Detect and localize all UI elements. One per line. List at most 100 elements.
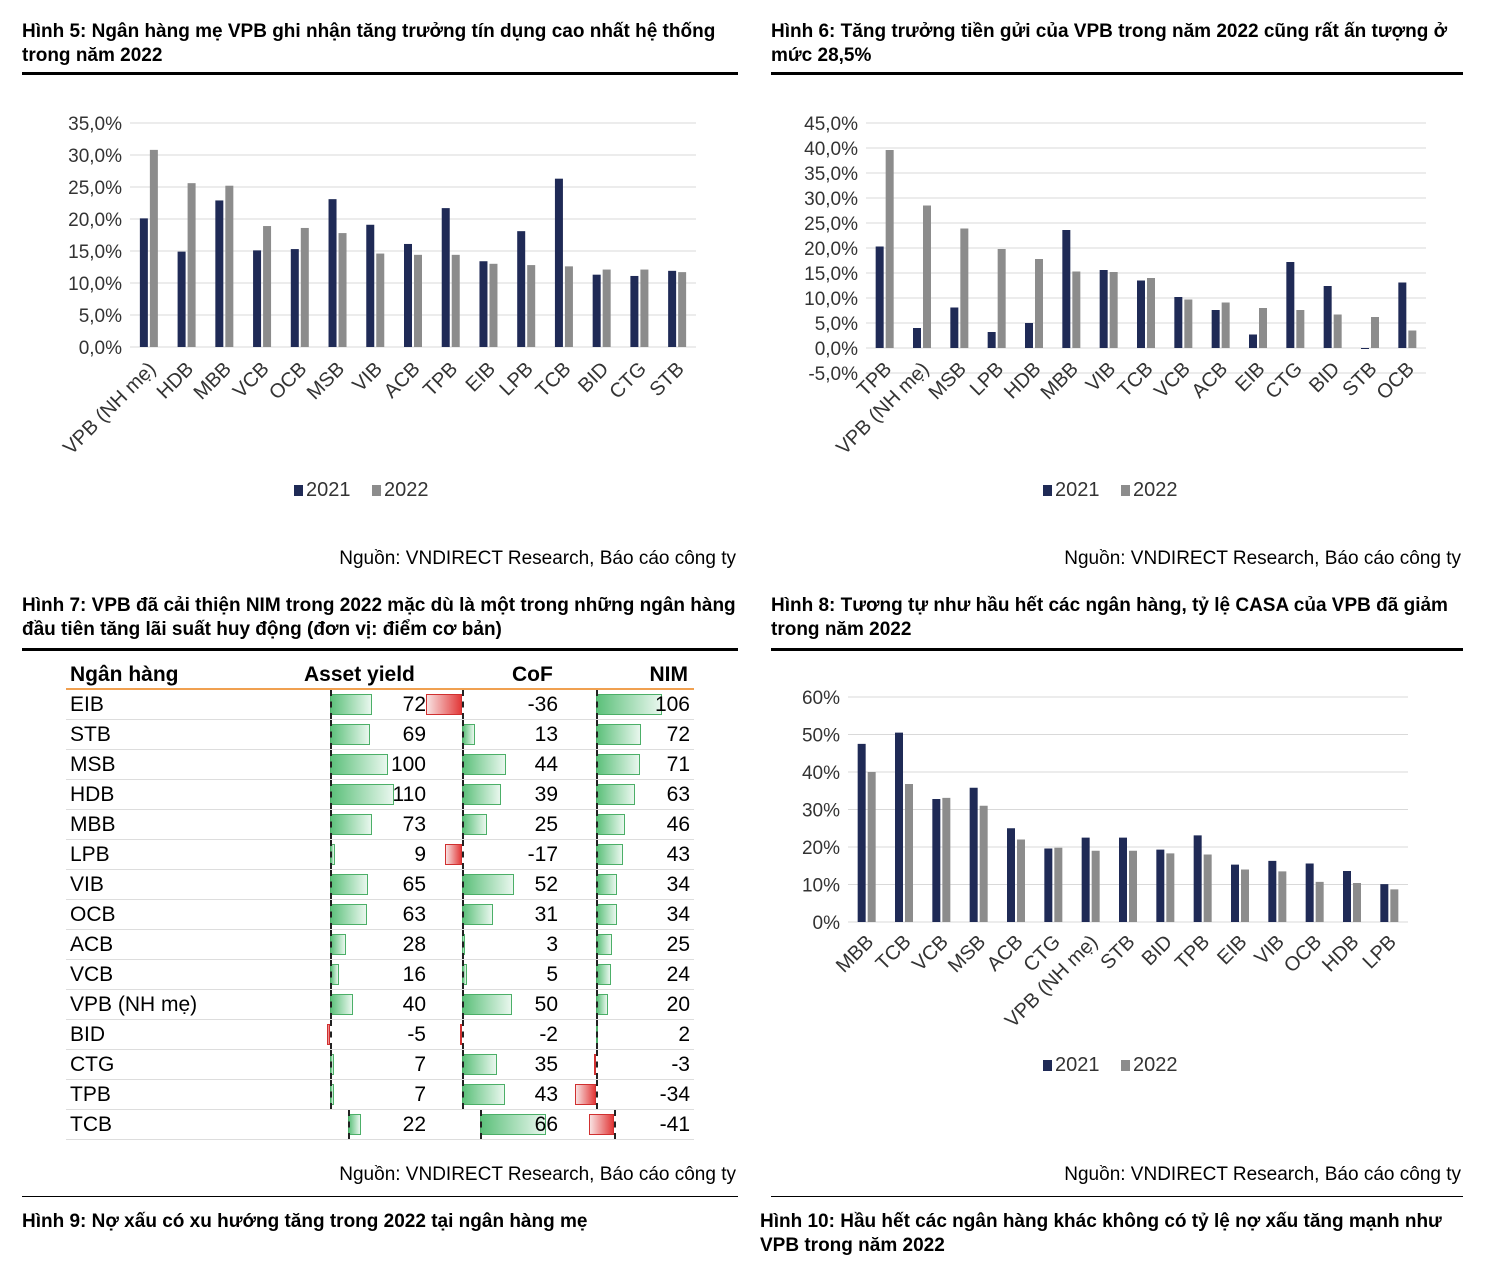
x-category-label: VCB — [1150, 358, 1195, 403]
fig9-title-text: Nợ xấu có xu hướng tăng trong 2022 tại n… — [91, 1211, 588, 1232]
bar-2022-ctg — [1296, 310, 1305, 348]
nim-value: 72 — [666, 723, 690, 746]
bar-2021-vcb — [1174, 297, 1183, 348]
y-tick-label: 35,0% — [804, 164, 858, 185]
legend-label-2021: 2021 — [1055, 1054, 1100, 1076]
y-tick-label: 0,0% — [79, 338, 122, 359]
bar-2022-lpb — [1390, 889, 1399, 922]
nim-value: 71 — [666, 753, 690, 776]
table-row: VIB 65 52 34 — [66, 870, 694, 900]
cof-bar — [462, 1084, 505, 1105]
cof-axis — [462, 840, 464, 869]
fig5-title: Hình 5: Ngân hàng mẹ VPB ghi nhận tăng t… — [22, 20, 742, 68]
cof-value: 52 — [534, 873, 558, 896]
nim-bar — [596, 724, 641, 745]
bar-2022-eib — [1259, 308, 1267, 348]
table-row: BID -5 -2 2 — [66, 1020, 694, 1050]
nim-value: 2 — [678, 1023, 690, 1046]
asset-yield-value: 28 — [402, 933, 426, 956]
asset-yield-value: -5 — [407, 1023, 426, 1046]
table-row: CTG 7 35 -3 — [66, 1050, 694, 1080]
bar-2021-eib — [1231, 864, 1239, 922]
bar-2021-tpb — [875, 246, 884, 348]
x-category-label: ACB — [380, 358, 425, 403]
fig10-title: Hình 10: Hầu hết các ngân hàng khác khôn… — [760, 1210, 1460, 1258]
fig8-chart: 60%50%40%30%20%10%0%MBBTCBVCBMSBACBCTGVP… — [802, 688, 1408, 1076]
x-category-label: LPB — [966, 358, 1008, 400]
x-category-label: TCB — [532, 358, 576, 402]
fig8-bottom-rule — [771, 1196, 1463, 1197]
asset-yield-value: 40 — [402, 993, 426, 1016]
x-category-label: TCB — [1114, 358, 1158, 402]
cof-value: 31 — [534, 903, 558, 926]
x-category-label: LPB — [495, 358, 537, 400]
x-category-label: STB — [1338, 358, 1381, 401]
bar-2021-msb — [969, 787, 978, 922]
legend-label-2021: 2021 — [306, 479, 351, 501]
y-tick-label: 50% — [802, 726, 840, 747]
nim-axis — [596, 750, 598, 779]
table-header: Ngân hàng Asset yield CoF NIM — [66, 662, 694, 690]
bar-2022-stb — [1129, 850, 1137, 922]
nim-value: 24 — [666, 963, 690, 986]
y-tick-label: 40% — [802, 763, 840, 784]
y-tick-label: 20,0% — [68, 210, 122, 231]
cof-value: 3 — [546, 933, 558, 956]
asset-yield-bar — [330, 814, 373, 835]
nim-value: 106 — [654, 693, 690, 716]
bank-name: TCB — [70, 1113, 112, 1136]
y-tick-label: 25,0% — [804, 214, 858, 235]
asset-yield-value: 72 — [402, 693, 426, 716]
table-row: HDB 110 39 63 — [66, 780, 694, 810]
asset-yield-axis — [330, 780, 332, 809]
bank-name: HDB — [70, 783, 115, 806]
bar-2022-mbb — [1072, 271, 1081, 348]
nim-value: -34 — [659, 1083, 690, 1106]
fig6-title: Hình 6: Tăng trưởng tiền gửi của VPB tro… — [771, 20, 1471, 68]
fig5-source: Nguồn: VNDIRECT Research, Báo cáo công t… — [339, 548, 736, 569]
asset-yield-bar — [330, 904, 367, 925]
fig6-label: Hình 6: — [771, 21, 836, 42]
cof-value: 35 — [534, 1053, 558, 1076]
table-row: ACB 28 3 25 — [66, 930, 694, 960]
nim-axis — [596, 810, 598, 839]
cof-value: 13 — [534, 723, 558, 746]
bank-name: STB — [70, 723, 111, 746]
bar-2022-lpb — [527, 265, 536, 347]
bar-2021-stb — [1361, 348, 1369, 349]
nim-axis — [596, 990, 598, 1019]
fig7-table: Ngân hàng Asset yield CoF NIM EIB 72 -36 10… — [66, 662, 694, 1140]
fig6-rule — [771, 72, 1463, 75]
table-row: STB 69 13 72 — [66, 720, 694, 750]
bar-2021-eib — [1249, 334, 1257, 348]
y-tick-label: 10,0% — [804, 289, 858, 310]
nim-bar — [596, 934, 612, 955]
nim-bar — [594, 1054, 597, 1075]
nim-bar — [588, 1114, 614, 1135]
nim-axis — [596, 720, 598, 749]
bar-2021-ocb — [1305, 863, 1314, 922]
x-category-label: VPB (NH mẹ) — [59, 358, 160, 459]
y-tick-label: 0,0% — [815, 339, 858, 360]
nim-bar — [596, 694, 662, 715]
bar-2022-bid — [1333, 314, 1342, 348]
cof-value: 66 — [534, 1113, 558, 1136]
bar-2021-ctg — [630, 275, 639, 347]
bank-name: OCB — [70, 903, 116, 926]
bank-name: MBB — [70, 813, 116, 836]
y-tick-label: 10,0% — [68, 274, 122, 295]
bar-2022-msb — [960, 228, 969, 348]
bar-2022-vpb-nh-m- — [923, 205, 931, 348]
bar-2022-ocb — [1315, 881, 1324, 922]
nim-value: 20 — [666, 993, 690, 1016]
fig7-title-text: VPB đã cải thiện NIM trong 2022 mặc dù l… — [22, 595, 736, 640]
asset-yield-bar — [330, 994, 354, 1015]
cof-axis — [462, 870, 464, 899]
x-category-label: MBB — [1037, 358, 1083, 404]
nim-axis — [596, 780, 598, 809]
table-row: TCB 22 66 -41 — [66, 1110, 694, 1140]
asset-yield-axis — [330, 720, 332, 749]
asset-yield-axis — [330, 900, 332, 929]
asset-yield-bar — [330, 754, 388, 775]
asset-yield-axis — [330, 960, 332, 989]
